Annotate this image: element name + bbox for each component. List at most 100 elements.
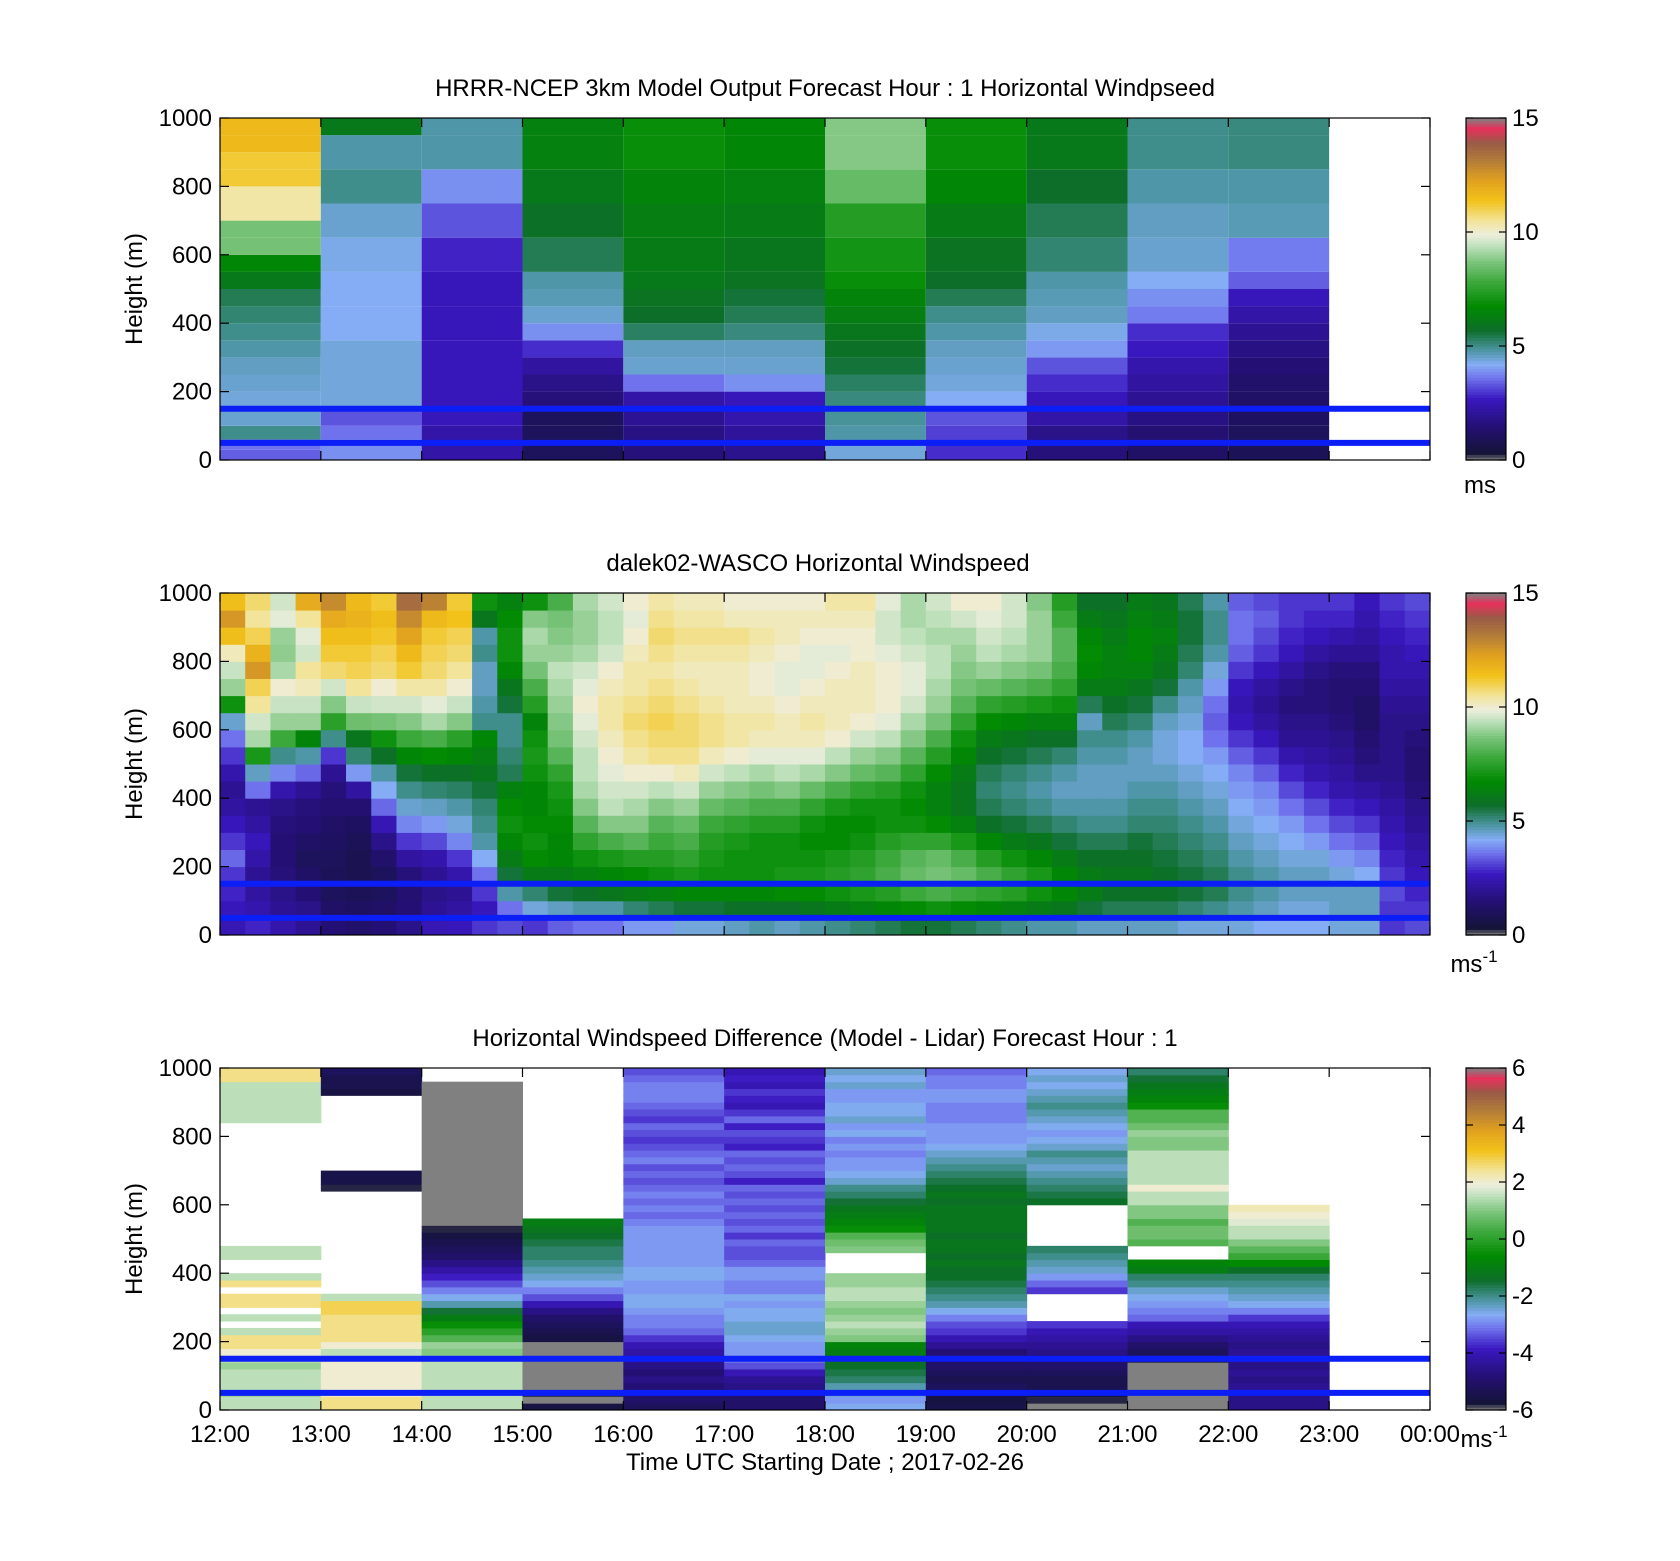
colorbar-segment (1466, 434, 1506, 438)
heatmap-cell (320, 1300, 423, 1308)
colorbar-segment (1466, 351, 1506, 356)
heatmap-cell (623, 1204, 725, 1213)
heatmap-cell (1253, 764, 1280, 782)
y-axis-label: Height (m) (121, 1183, 148, 1295)
heatmap-cell (724, 729, 750, 748)
heatmap-cell (1051, 729, 1078, 748)
heatmap-cell (320, 644, 347, 662)
heatmap-cell (421, 593, 448, 611)
heatmap-cell (925, 1300, 1028, 1308)
heatmap-cell (623, 1095, 725, 1103)
heatmap-cell (220, 323, 321, 341)
heatmap-cell (1228, 1239, 1330, 1247)
heatmap-cell (724, 1074, 826, 1083)
heatmap-cell (1354, 832, 1381, 850)
heatmap-cell (698, 866, 725, 885)
heatmap-cell (925, 323, 1027, 341)
heatmap-cell (1354, 781, 1381, 799)
heatmap-cell (623, 1334, 725, 1343)
colorbar-segment (1466, 451, 1506, 455)
heatmap-cell (1152, 610, 1179, 628)
heatmap-cell (547, 610, 574, 628)
heatmap-cell (598, 798, 624, 816)
heatmap-cell (572, 883, 599, 902)
heatmap-cell (1379, 849, 1406, 868)
heatmap-cell (925, 1102, 1028, 1110)
heatmap-cell (648, 764, 675, 782)
heatmap-cell (724, 1245, 826, 1254)
heatmap-cell (295, 900, 322, 919)
heatmap-cell (1127, 135, 1229, 170)
heatmap-cell (1228, 832, 1255, 850)
heatmap-cell (320, 1074, 423, 1083)
colorbar-segment (1466, 1179, 1506, 1183)
heatmap-cell (648, 815, 675, 833)
heatmap-cell (1127, 712, 1154, 731)
colorbar-segment (1466, 878, 1506, 882)
heatmap-cell (648, 610, 675, 628)
heatmap-cell (724, 1286, 826, 1295)
heatmap-cell (320, 1375, 423, 1384)
heatmap-cell (1278, 746, 1305, 765)
heatmap-cell (799, 729, 826, 748)
heatmap-cell (925, 289, 1027, 307)
heatmap-cell (749, 593, 776, 611)
heatmap-cell (320, 1184, 423, 1192)
heatmap-cell (698, 781, 725, 799)
heatmap-cell (547, 900, 574, 919)
heatmap-cell (648, 866, 675, 885)
heatmap-cell (220, 1348, 322, 1356)
heatmap-cell (698, 746, 725, 765)
heatmap-cell (1026, 306, 1128, 324)
heatmap-cell (623, 1170, 725, 1178)
y-tick-label: 0 (199, 922, 212, 949)
heatmap-cell (724, 340, 825, 358)
heatmap-cell (1127, 1136, 1229, 1144)
heatmap-cell (320, 832, 347, 850)
heatmap-cell (220, 1115, 322, 1124)
heatmap-cell (1329, 832, 1355, 850)
colorbar-segment (1466, 1287, 1506, 1291)
colorbar-segment (1466, 652, 1506, 657)
heatmap-cell (825, 644, 851, 662)
colorbar-segment (1466, 1076, 1506, 1080)
heatmap-cell (724, 746, 750, 765)
heatmap-cell (572, 627, 599, 645)
heatmap-cell (1026, 1088, 1128, 1096)
heatmap-cell (522, 1273, 624, 1281)
heatmap-cell (346, 746, 372, 765)
heatmap-cell (446, 678, 473, 697)
heatmap-cell (1127, 1293, 1229, 1302)
heatmap-cell (698, 798, 725, 816)
y-tick-label: 800 (172, 1123, 212, 1150)
heatmap-cell (1228, 391, 1330, 409)
heatmap-cell (1177, 832, 1204, 850)
heatmap-cell (825, 1184, 927, 1192)
heatmap-cell (1228, 1334, 1330, 1343)
heatmap-cell (572, 764, 599, 782)
heatmap-cell (1001, 712, 1028, 731)
colorbar-segment (1466, 638, 1506, 643)
heatmap-cell (925, 798, 952, 816)
heatmap-cell (799, 593, 826, 611)
colorbar-segment (1466, 610, 1506, 614)
heatmap-cell (1026, 1177, 1128, 1185)
heatmap-cell (925, 1396, 1028, 1404)
heatmap-cell (1102, 678, 1128, 697)
heatmap-cell (245, 661, 271, 679)
heatmap-cell (371, 798, 397, 816)
heatmap-cell (270, 627, 297, 645)
heatmap-cell (346, 815, 372, 833)
colorbar-tick-label: 15 (1512, 580, 1539, 607)
colorbar-segment (1466, 226, 1506, 230)
heatmap-cell (976, 764, 1002, 782)
heatmap-cell (1253, 610, 1280, 628)
heatmap-cell (522, 425, 624, 443)
heatmap-cell (925, 1382, 1028, 1390)
heatmap-cell (623, 357, 725, 375)
heatmap-cell (900, 900, 927, 919)
y-tick-label: 1000 (159, 580, 212, 607)
heatmap-cell (850, 712, 876, 731)
heatmap-cell (220, 695, 246, 714)
colorbar-segment (1466, 1079, 1506, 1083)
